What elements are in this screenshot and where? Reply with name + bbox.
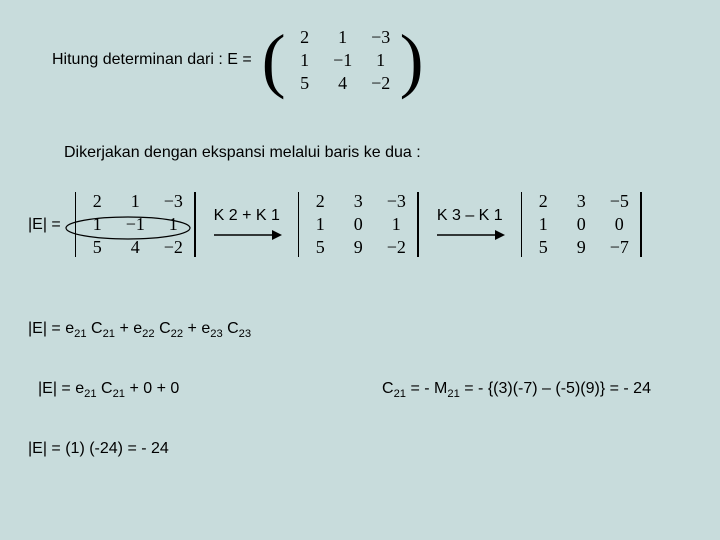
result-line: |E| = (1) (-24) = - 24 <box>28 440 169 458</box>
col-op-2: K 3 – K 1 <box>435 207 505 243</box>
expansion-line-2: |E| = e21 C21 + 0 + 0 <box>38 380 179 400</box>
matrix-E-body: 21−3 1−11 54−2 <box>286 26 400 95</box>
col-op-2-label: K 3 – K 1 <box>437 207 503 225</box>
cofactor-c21-line: C21 = - M21 = - {(3)(-7) – (-5)(9)} = - … <box>382 380 651 400</box>
matrix-step2: 23−3 101 59−2 <box>296 190 421 259</box>
col-op-1: K 2 + K 1 <box>212 207 282 243</box>
arrow-icon <box>435 227 505 243</box>
row-matrices: |E| = 21−3 1−11 54−2 K 2 + K 1 23−3 101 <box>28 190 644 259</box>
arrow-icon <box>212 227 282 243</box>
problem-line: Hitung determinan dari : E = ( 21−3 1−11… <box>52 24 424 96</box>
col-op-1-label: K 2 + K 1 <box>214 207 280 225</box>
det-E-label: |E| = <box>28 216 61 234</box>
matrix-step3: 23−5 100 59−7 <box>519 190 644 259</box>
matrix-E: ( 21−3 1−11 54−2 ) <box>262 24 424 96</box>
paren-left: ( <box>262 24 286 96</box>
row2-highlight-ellipse <box>63 214 193 242</box>
method-line: Dikerjakan dengan ekspansi melalui baris… <box>64 144 421 162</box>
problem-prompt: Hitung determinan dari : E = <box>52 51 252 69</box>
paren-right: ) <box>400 24 424 96</box>
matrix-step1: 21−3 1−11 54−2 <box>73 190 198 259</box>
expansion-line-1: |E| = e21 C21 + e22 C22 + e23 C23 <box>28 320 251 340</box>
